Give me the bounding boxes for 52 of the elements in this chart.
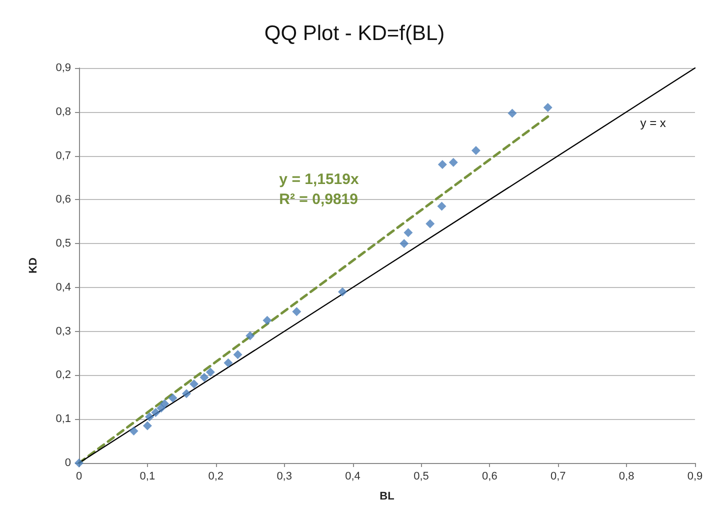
- y-tick-label: 0,8: [56, 106, 71, 118]
- y-tick-label: 0,6: [56, 194, 71, 206]
- x-tick-label: 0,2: [208, 470, 224, 482]
- point: [262, 316, 272, 325]
- point: [400, 239, 409, 248]
- point: [246, 331, 255, 340]
- x-tick-label: 0,3: [276, 470, 292, 482]
- y-axis-title: KD: [28, 258, 40, 274]
- y-tick-label: 0,4: [56, 281, 71, 294]
- y-tick-label: 0,2: [56, 369, 71, 382]
- point: [74, 458, 84, 468]
- point: [292, 307, 302, 316]
- point: [437, 202, 446, 211]
- x-tick-label: 0,1: [140, 470, 156, 482]
- point: [142, 421, 152, 430]
- y-tick-label: 0,1: [56, 413, 71, 426]
- point: [129, 426, 138, 436]
- point: [200, 372, 209, 382]
- x-tick-label: 0,8: [618, 470, 634, 482]
- x-tick-label: 0,6: [482, 470, 498, 482]
- series-label: y = x: [640, 116, 666, 130]
- point: [404, 228, 413, 238]
- x-axis-title: BL: [380, 490, 395, 502]
- x-tick-label: 0,4: [345, 470, 360, 482]
- y-tick-label: 0,9: [56, 62, 71, 74]
- chart-title: QQ Plot - KD=f(BL): [264, 22, 445, 45]
- y-tick-label: 0,7: [56, 150, 71, 162]
- y-tick-label: 0,5: [56, 238, 71, 250]
- point: [233, 350, 242, 360]
- point: [189, 380, 198, 388]
- annotation: R² = 0,9819: [279, 190, 358, 208]
- y-tick-label: 0,3: [56, 325, 71, 338]
- point: [543, 103, 552, 112]
- x-tick-label: 0: [76, 470, 82, 482]
- x-tick-label: 0,9: [687, 470, 703, 482]
- point: [206, 368, 215, 377]
- y-tick-label: 0: [64, 457, 71, 469]
- point: [426, 219, 435, 228]
- point: [224, 358, 233, 368]
- x-tick-label: 0,7: [550, 470, 566, 482]
- point: [338, 287, 348, 296]
- point: [145, 412, 154, 422]
- point: [168, 394, 178, 403]
- point: [151, 408, 160, 418]
- annotation: y = 1,1519x: [279, 171, 360, 188]
- point: [438, 160, 447, 170]
- point: [182, 389, 191, 398]
- point: [508, 108, 517, 118]
- x-tick-label: 0,5: [414, 470, 429, 482]
- point: [448, 158, 458, 167]
- point: [471, 146, 480, 156]
- point: [160, 399, 170, 408]
